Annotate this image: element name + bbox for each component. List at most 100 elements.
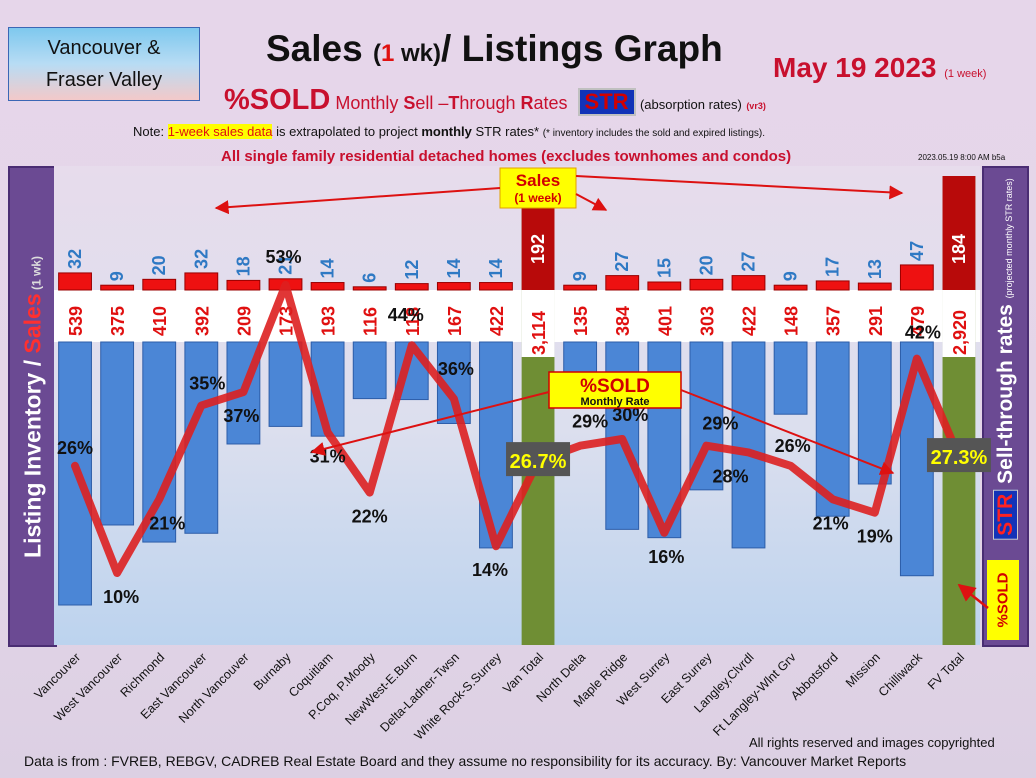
sold-pct-label: 19% (857, 527, 893, 547)
x-tick-label: Mission (843, 650, 883, 690)
sold-pct-label: 31% (310, 446, 346, 466)
title-paren-open: ( (372, 40, 381, 67)
sold-pct-label: 53% (265, 247, 301, 267)
sales-bar (689, 278, 724, 291)
sales-bar (647, 281, 682, 291)
inventory-value-label: 384 (613, 306, 633, 336)
title-paren-num: 1 (380, 40, 395, 67)
sold-pct-label: 26% (57, 438, 93, 458)
note-bold: monthly (421, 124, 472, 139)
subtitle-r: R (520, 93, 534, 113)
sales-bar (857, 282, 892, 291)
inventory-bar (100, 341, 135, 526)
sales-value-label: 9 (107, 271, 127, 281)
inventory-value-label: 209 (234, 306, 254, 336)
total-sold-label: 26.7% (510, 451, 567, 473)
sold-arrow-left (310, 391, 550, 456)
note-mid: is extrapolated to project (272, 124, 422, 139)
title-main: Sales (266, 28, 373, 69)
timestamp: 2023.05.19 8:00 AM b5a (918, 153, 1006, 162)
sales-value-label: 12 (402, 260, 422, 280)
sold-pct-label: 22% (352, 507, 388, 527)
sales-value-label: 21 (276, 255, 296, 275)
right-axis-panel: STR Sell-through rates (projected monthl… (982, 166, 1029, 647)
sold-pct-label: 21% (813, 513, 849, 533)
total-sold-box (506, 442, 571, 477)
date-text: May 19 2023 (773, 52, 937, 83)
sold-arrow-right (680, 389, 895, 475)
homes-scope-label: All single family residential detached h… (221, 148, 792, 165)
sold-pct-label: 26% (775, 436, 811, 456)
sales-value-label: 32 (65, 249, 85, 269)
sold-pct-label: 42% (905, 323, 941, 343)
note-prefix: Note: (133, 124, 168, 139)
sold-pct-label: 16% (648, 547, 684, 567)
subtitle: %SOLD Monthly Sell –Through Rates STR (ab… (224, 84, 766, 117)
title-rest: / Listings Graph (441, 28, 723, 69)
page-title: Sales (1 wk)/ Listings Graph (266, 28, 723, 70)
note-highlight: 1-week sales data (167, 124, 273, 139)
date-note: (1 week) (944, 68, 987, 80)
sales-value-label: 192 (528, 234, 548, 264)
sales-callout-label: Sales (516, 171, 560, 190)
inventory-bar (773, 341, 808, 415)
title-paren-close: wk) (394, 40, 442, 67)
sales-bar (100, 284, 135, 291)
inventory-value-label: 3,114 (529, 311, 549, 355)
inventory-value-label: 479 (908, 306, 928, 336)
x-tick-label: Burnaby (251, 650, 294, 693)
sales-arrow-mid (575, 193, 608, 211)
sold-pct-label: 21% (149, 513, 185, 533)
total-sales-bar (942, 176, 976, 290)
sales-bar (436, 282, 471, 291)
sold-pct-label: 30% (612, 405, 648, 425)
inventory-value-label: 410 (150, 306, 170, 336)
sales-bar (58, 272, 92, 291)
sales-bar (815, 280, 850, 291)
inventory-bar (142, 341, 177, 543)
inventory-value-label: 167 (445, 306, 465, 336)
region-line-2: Fraser Valley (45, 69, 163, 91)
subtitle-t: T (448, 93, 460, 113)
sales-bar (899, 264, 934, 291)
subtitle-s: S (403, 93, 416, 113)
sold-callout-label: %SOLD (580, 376, 650, 397)
sales-callout-box (499, 167, 577, 209)
inventory-value-label: 2,920 (950, 310, 970, 355)
sales-value-label: 32 (191, 249, 211, 269)
inventory-value-label: 392 (192, 306, 212, 336)
sales-value-label: 15 (654, 258, 674, 278)
region-line-1: Vancouver & (47, 37, 161, 59)
x-tick-label: Ft Langley-Wlnt Grv (710, 650, 799, 739)
inventory-bar (731, 341, 766, 549)
subtitle-absorption: (absorption rates) (639, 97, 742, 112)
inventory-value-label: 116 (361, 307, 381, 336)
sold-pct-label: 14% (472, 560, 508, 580)
subtitle-ell: ell – (415, 93, 449, 113)
report-date: May 19 2023 (1 week) (773, 52, 986, 84)
region-label-box: Vancouver & Fraser Valley (8, 27, 200, 101)
sales-bar (184, 272, 219, 291)
subtitle-hrough: hrough (459, 93, 521, 113)
sales-value-label: 47 (907, 241, 927, 261)
sales-value-label: 14 (318, 259, 338, 279)
sales-value-label: 9 (781, 271, 801, 281)
sales-arrow-left (214, 187, 501, 215)
note-small: (* inventory includes the sold and expir… (542, 128, 766, 139)
x-tick-label: Chilliwack (876, 650, 926, 700)
sales-bar (773, 284, 808, 291)
sales-value-label: 17 (823, 257, 843, 277)
sales-bar (563, 284, 598, 291)
sales-value-label: 14 (486, 259, 506, 279)
inventory-value-label: 148 (782, 306, 802, 336)
sales-value-label: 27 (739, 252, 759, 272)
sales-value-label: 6 (360, 273, 380, 283)
data-source-note: Data is from : FVREB, REBGV, CADREB Real… (24, 753, 907, 769)
sales-value-label: 20 (149, 255, 169, 275)
total-sold-box (926, 438, 991, 473)
sold-callout-sub: Monthly Rate (580, 396, 649, 408)
subtitle-monthly: Monthly (330, 93, 404, 113)
inventory-value-label: 375 (108, 306, 128, 336)
inventory-value-label: 401 (655, 306, 675, 336)
